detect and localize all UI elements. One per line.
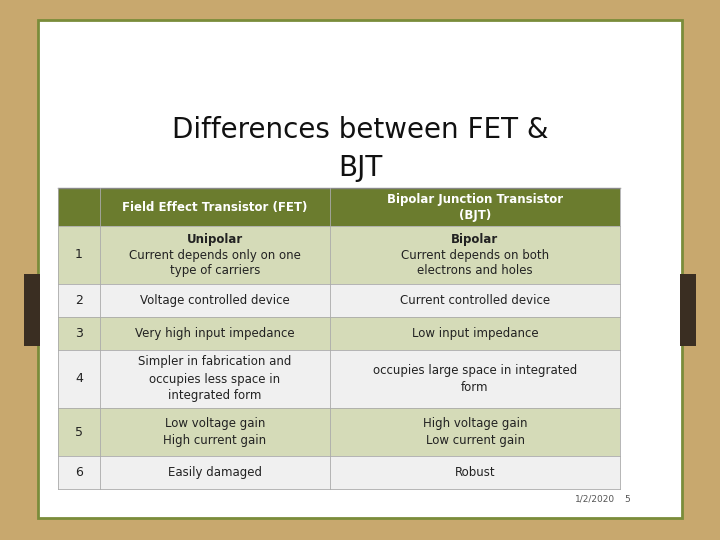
Text: occupies large space in integrated
form: occupies large space in integrated form (373, 364, 577, 394)
Text: Low voltage gain
High current gain: Low voltage gain High current gain (163, 417, 266, 447)
Text: Simpler in fabrication and
occupies less space in
integrated form: Simpler in fabrication and occupies less… (138, 355, 292, 402)
FancyBboxPatch shape (58, 408, 620, 456)
Text: 2: 2 (75, 294, 83, 307)
Text: 5: 5 (624, 495, 630, 504)
FancyBboxPatch shape (58, 226, 620, 284)
Text: Field Effect Transistor (FET): Field Effect Transistor (FET) (122, 200, 307, 213)
Text: Bipolar Junction Transistor
(BJT): Bipolar Junction Transistor (BJT) (387, 192, 563, 221)
Text: Unipolar: Unipolar (187, 233, 243, 246)
Text: 1: 1 (75, 248, 83, 261)
Text: Current depends on both: Current depends on both (401, 248, 549, 261)
Text: High voltage gain
Low current gain: High voltage gain Low current gain (423, 417, 527, 447)
Text: Very high input impedance: Very high input impedance (135, 327, 294, 340)
FancyBboxPatch shape (680, 274, 696, 346)
Text: Easily damaged: Easily damaged (168, 466, 262, 479)
Text: Differences between FET &: Differences between FET & (172, 116, 548, 144)
Text: 4: 4 (75, 373, 83, 386)
Text: 5: 5 (75, 426, 83, 438)
Text: electrons and holes: electrons and holes (417, 264, 533, 277)
Text: Low input impedance: Low input impedance (412, 327, 539, 340)
FancyBboxPatch shape (24, 274, 40, 346)
Text: BJT: BJT (338, 154, 382, 182)
Text: type of carriers: type of carriers (170, 264, 260, 277)
FancyBboxPatch shape (58, 456, 620, 489)
Text: Robust: Robust (455, 466, 495, 479)
FancyBboxPatch shape (58, 188, 620, 226)
FancyBboxPatch shape (58, 350, 620, 408)
Text: 6: 6 (75, 466, 83, 479)
FancyBboxPatch shape (38, 20, 682, 518)
Text: Bipolar: Bipolar (451, 233, 499, 246)
Text: Current depends only on one: Current depends only on one (129, 248, 301, 261)
FancyBboxPatch shape (58, 284, 620, 317)
FancyBboxPatch shape (58, 317, 620, 350)
Text: 3: 3 (75, 327, 83, 340)
Text: 1/2/2020: 1/2/2020 (575, 495, 615, 504)
Text: Voltage controlled device: Voltage controlled device (140, 294, 290, 307)
Text: Current controlled device: Current controlled device (400, 294, 550, 307)
